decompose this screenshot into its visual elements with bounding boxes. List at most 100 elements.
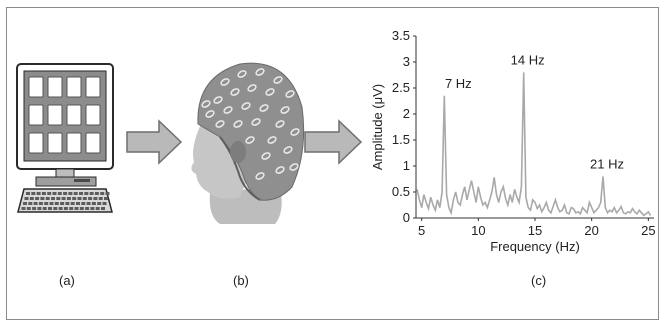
keyboard-key — [31, 192, 35, 195]
screen-tile — [86, 105, 100, 125]
keyboard-key — [83, 197, 87, 200]
peak-annotation: 21 Hz — [590, 156, 624, 171]
keyboard-key — [99, 197, 103, 200]
keyboard-key — [32, 207, 36, 210]
keyboard-key — [44, 202, 48, 205]
y-tick-label: 2.5 — [392, 80, 410, 95]
keyboard-key — [34, 202, 38, 205]
y-tick-label: 2 — [403, 106, 410, 121]
keyboard-key — [60, 202, 64, 205]
keyboard-key — [26, 192, 30, 195]
keyboard-key — [68, 192, 72, 195]
keyboard-key — [80, 207, 84, 210]
keyboard-key — [46, 197, 50, 200]
keyboard-key — [90, 192, 94, 195]
keyboard-key — [58, 192, 62, 195]
keyboard-key — [63, 192, 67, 195]
keyboard-key — [96, 207, 100, 210]
keyboard-key — [71, 202, 75, 205]
screen-tile — [48, 77, 62, 97]
keyboard-key — [53, 207, 57, 210]
keyboard-key — [43, 207, 47, 210]
computer-icon — [14, 62, 124, 222]
x-tick-label: 20 — [584, 223, 598, 238]
keyboard-key — [56, 197, 60, 200]
right-arrow-icon — [125, 119, 183, 165]
spectrum-line — [417, 72, 650, 215]
keyboard-key — [48, 207, 52, 210]
keyboard-key — [35, 197, 39, 200]
keyboard-key — [65, 202, 69, 205]
keyboard-key — [97, 202, 101, 205]
screen-tile — [29, 77, 43, 97]
keyboard-key — [79, 192, 83, 195]
screen-tile — [67, 133, 81, 153]
screen-tile — [29, 133, 43, 153]
y-tick-label: 1 — [403, 158, 410, 173]
keyboard-key — [100, 192, 104, 195]
keyboard-key — [76, 202, 80, 205]
keyboard-key — [37, 207, 41, 210]
keyboard-key — [87, 202, 91, 205]
caption-c: (c) — [531, 273, 546, 288]
keyboard-key — [50, 202, 54, 205]
keyboard-key — [37, 192, 41, 195]
keyboard-key — [39, 202, 43, 205]
keyboard-key — [22, 207, 26, 210]
keyboard-key — [103, 202, 107, 205]
keyboard-key — [40, 197, 44, 200]
keyboard-key — [72, 197, 76, 200]
right-arrow-icon — [303, 119, 363, 165]
screen-tile — [48, 105, 62, 125]
screen-tile — [29, 105, 43, 125]
keyboard-key — [25, 197, 29, 200]
caption-b: (b) — [233, 273, 249, 288]
keyboard-key — [23, 202, 27, 205]
screen-tile — [67, 77, 81, 97]
keyboard-key — [104, 197, 108, 200]
peak-annotation: 14 Hz — [511, 52, 545, 67]
keyboard-key — [30, 197, 34, 200]
keyboard-key — [85, 207, 89, 210]
peak-annotation: 7 Hz — [445, 76, 472, 91]
screen-tile — [86, 133, 100, 153]
keyboard-key — [51, 197, 55, 200]
keyboard-key — [59, 207, 63, 210]
keyboard-key — [47, 192, 51, 195]
keyboard-key — [27, 207, 31, 210]
eeg-cap-head-icon — [180, 52, 310, 227]
keyboard-key — [95, 192, 99, 195]
y-tick-label: 0 — [403, 210, 410, 225]
keyboard-key — [55, 202, 59, 205]
keyboard-key — [78, 197, 82, 200]
x-tick-label: 15 — [528, 223, 542, 238]
keyboard-key — [53, 192, 57, 195]
keyboard-key — [69, 207, 73, 210]
x-tick-label: 25 — [641, 223, 655, 238]
keyboard-key — [93, 197, 97, 200]
keyboard-key — [81, 202, 85, 205]
keyboard-key — [62, 197, 66, 200]
x-axis-label: Frequency (Hz) — [490, 239, 580, 254]
keyboard-key — [74, 192, 78, 195]
x-tick-label: 5 — [418, 223, 425, 238]
y-tick-label: 3 — [403, 54, 410, 69]
y-axis-label: Amplitude (μV) — [370, 84, 385, 170]
keyboard-key — [88, 197, 92, 200]
x-tick-label: 10 — [471, 223, 485, 238]
caption-a: (a) — [59, 273, 75, 288]
keyboard-key — [42, 192, 46, 195]
keyboard-key — [84, 192, 88, 195]
keyboard-key — [67, 197, 71, 200]
screen-tile — [48, 133, 62, 153]
keyboard-key — [75, 207, 79, 210]
screen-tile — [86, 77, 100, 97]
keyboard-key — [28, 202, 32, 205]
y-tick-label: 0.5 — [392, 184, 410, 199]
y-tick-label: 1.5 — [392, 132, 410, 147]
keyboard-key — [90, 207, 94, 210]
keyboard-key — [92, 202, 96, 205]
keyboard-key — [101, 207, 105, 210]
screen-tile — [67, 105, 81, 125]
keyboard-key — [106, 192, 110, 195]
